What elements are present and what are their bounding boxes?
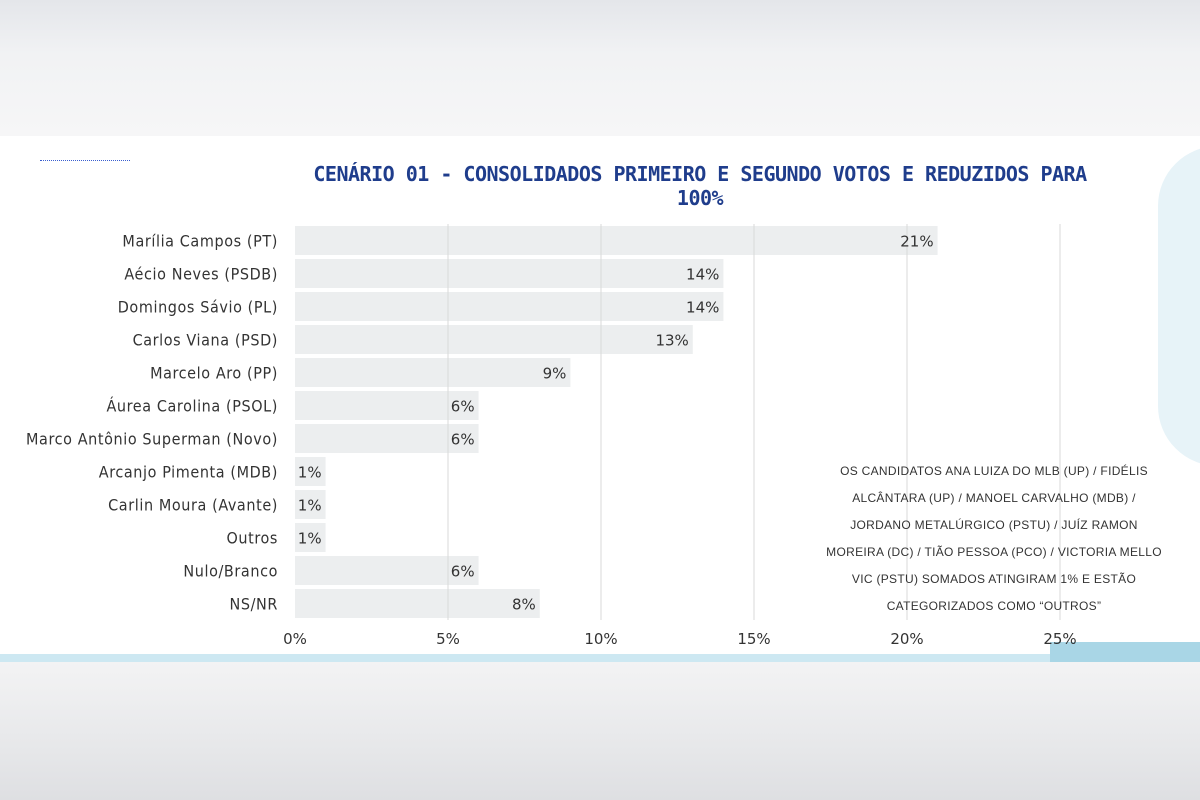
category-label: Outros [226,529,278,548]
category-label: Marília Campos (PT) [122,232,278,251]
bar [295,358,571,387]
bar [295,292,724,321]
value-label: 1% [298,497,322,515]
value-label: 13% [655,332,688,350]
x-tick-label: 0% [283,630,307,648]
bar [295,226,938,255]
category-label: Carlos Viana (PSD) [133,331,278,350]
category-label: Marco Antônio Superman (Novo) [26,430,278,449]
x-tick-label: 25% [1043,630,1076,648]
value-label: 6% [451,431,475,449]
x-tick-label: 20% [890,630,923,648]
value-label: 6% [451,563,475,581]
bar [295,325,693,354]
value-label: 8% [512,596,536,614]
bar [295,259,724,288]
category-label: NS/NR [229,595,278,614]
value-label: 14% [686,299,719,317]
bar [295,490,326,519]
x-tick-label: 10% [584,630,617,648]
dotted-rule [40,160,130,161]
decorative-band-bottom-accent [1050,642,1200,662]
category-label: Carlin Moura (Avante) [108,496,278,515]
decorative-shape-right [1158,146,1200,466]
x-tick-label: 15% [737,630,770,648]
value-label: 21% [900,233,933,251]
value-label: 1% [298,464,322,482]
decorative-band-bottom [0,654,1200,662]
category-label: Domingos Sávio (PL) [118,298,278,317]
bar-chart: Marília Campos (PT) Aécio Neves (PSDB) Dom… [26,224,1077,648]
value-label: 6% [451,398,475,416]
category-label: Nulo/Branco [183,562,278,581]
value-label: 1% [298,530,322,548]
category-label: Aécio Neves (PSDB) [124,265,278,284]
value-label: 9% [543,365,567,383]
category-label: Marcelo Aro (PP) [150,364,278,383]
blurred-background-bottom [0,662,1200,800]
bar [295,523,326,552]
others-footnote: OS CANDIDATOS ANA LUIZA DO MLB (UP) / FI… [826,464,1162,613]
blurred-background-top [0,0,1200,136]
category-label: Áurea Carolina (PSOL) [106,397,278,416]
value-label: 14% [686,266,719,284]
bar [295,457,326,486]
chart-slide: CENÁRIO 01 - CONSOLIDADOS PRIMEIRO E SEG… [0,136,1200,662]
chart-title: CENÁRIO 01 - CONSOLIDADOS PRIMEIRO E SEG… [313,162,1087,210]
category-label: Arcanjo Pimenta (MDB) [99,463,278,482]
x-tick-label: 5% [436,630,460,648]
bar [295,589,540,618]
